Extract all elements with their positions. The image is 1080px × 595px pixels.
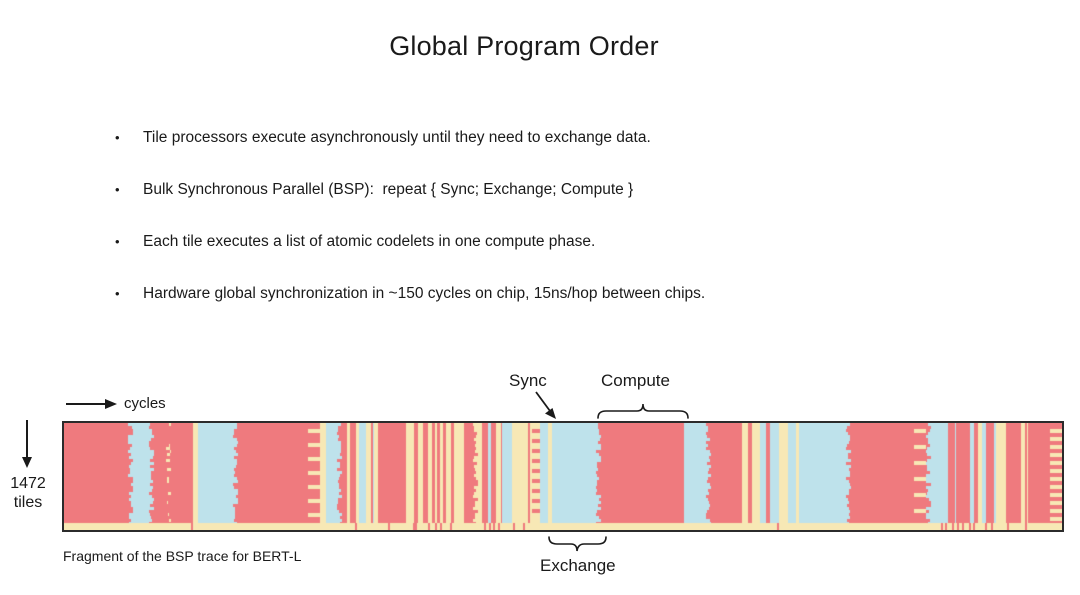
bullet-item: • Each tile executes a list of atomic co… — [115, 232, 995, 252]
bullet-text: Bulk Synchronous Parallel (BSP): repeat … — [143, 181, 634, 198]
exchange-label: Exchange — [540, 556, 616, 575]
sync-label: Sync — [509, 371, 547, 390]
bullet-text: Tile processors execute asynchronously u… — [143, 129, 651, 146]
trace-caption: Fragment of the BSP trace for BERT-L — [63, 548, 302, 564]
bsp-trace-canvas — [64, 423, 1062, 530]
bullet-item: • Bulk Synchronous Parallel (BSP): repea… — [115, 180, 995, 200]
sync-arrow-icon — [535, 391, 556, 419]
bullet-marker-icon: • — [115, 234, 120, 249]
cycles-axis-label: cycles — [124, 395, 166, 412]
bsp-trace-figure — [62, 421, 1064, 532]
bullet-marker-icon: • — [115, 182, 120, 197]
tiles-count-label: 1472 — [10, 475, 46, 492]
compute-brace-icon — [597, 403, 689, 419]
tiles-unit-label: tiles — [13, 494, 43, 511]
tiles-arrow-icon — [22, 420, 32, 468]
bullet-item: • Hardware global synchronization in ~15… — [115, 284, 995, 304]
bullet-text: Hardware global synchronization in ~150 … — [143, 285, 706, 302]
cycles-arrow-icon — [66, 399, 117, 409]
tiles-axis-label: 1472 tiles — [2, 474, 54, 512]
bullet-text: Each tile executes a list of atomic code… — [143, 233, 596, 250]
bullet-marker-icon: • — [115, 130, 120, 145]
bullet-list: • Tile processors execute asynchronously… — [115, 128, 995, 336]
bullet-marker-icon: • — [115, 286, 120, 301]
bullet-item: • Tile processors execute asynchronously… — [115, 128, 995, 148]
compute-label: Compute — [601, 371, 670, 390]
slide-title: Global Program Order — [389, 31, 659, 61]
exchange-brace-icon — [548, 536, 607, 552]
